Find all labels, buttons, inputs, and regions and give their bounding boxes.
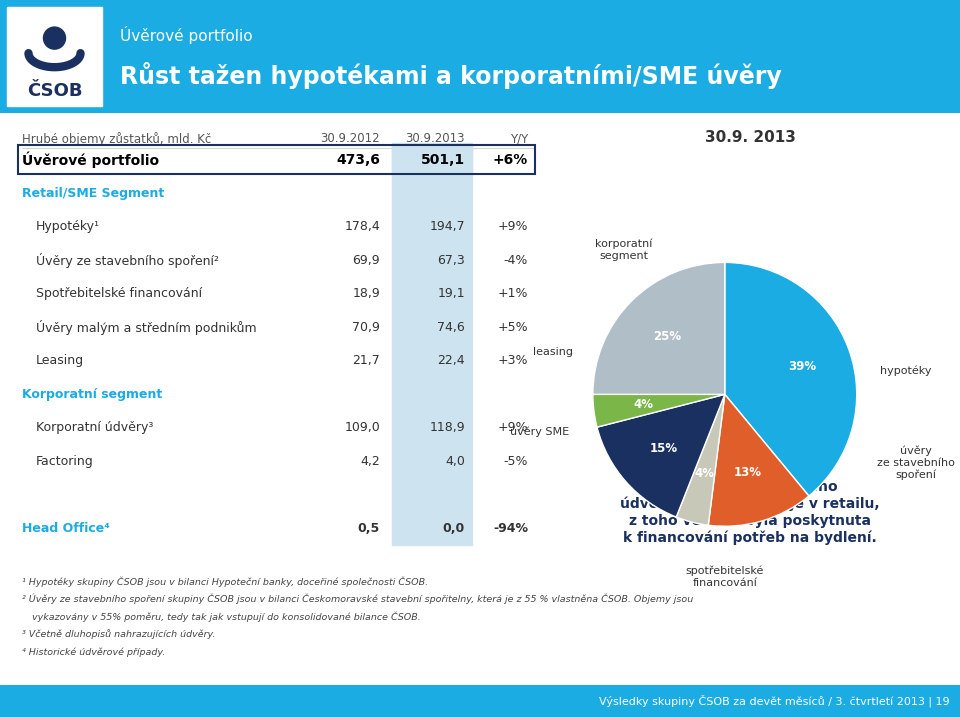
Text: 74,6: 74,6 — [437, 320, 465, 333]
Wedge shape — [725, 262, 856, 496]
Text: Retail/SME Segment: Retail/SME Segment — [22, 186, 164, 199]
Text: Růst tažen hypotékami a korporatními/SME úvěry: Růst tažen hypotékami a korporatními/SME… — [120, 62, 781, 89]
Text: +1%: +1% — [497, 287, 528, 300]
Wedge shape — [593, 394, 725, 427]
Text: 22,4: 22,4 — [438, 354, 465, 367]
Text: 13%: 13% — [733, 466, 761, 480]
Text: 178,4: 178,4 — [345, 220, 380, 233]
Text: korporatní
segment: korporatní segment — [595, 239, 652, 261]
Text: 109,0: 109,0 — [345, 421, 380, 434]
Bar — [392, 145, 472, 174]
Bar — [18, 145, 535, 174]
Text: Výsledky skupiny ČSOB za devět měsíců / 3. čtvrtletí 2013 | 19: Výsledky skupiny ČSOB za devět měsíců / … — [599, 695, 950, 707]
Text: Úvěry malým a středním podnikům: Úvěry malým a středním podnikům — [36, 320, 256, 335]
Text: Úvěry ze stavebního spoření²: Úvěry ze stavebního spoření² — [36, 252, 219, 267]
Text: 25%: 25% — [653, 330, 681, 343]
Text: 39%: 39% — [788, 360, 816, 373]
Bar — [392, 143, 472, 545]
Text: -94%: -94% — [493, 521, 528, 535]
Text: Korporatní segment: Korporatní segment — [22, 388, 162, 401]
Text: Úvěrové portfolio: Úvěrové portfolio — [22, 151, 159, 168]
Text: ČSOB: ČSOB — [27, 82, 83, 100]
Text: 18,9: 18,9 — [352, 287, 380, 300]
Text: 30.9.2012: 30.9.2012 — [321, 133, 380, 146]
Text: +3%: +3% — [497, 354, 528, 367]
Text: 473,6: 473,6 — [336, 153, 380, 166]
Text: 67,3: 67,3 — [437, 254, 465, 267]
Text: 0,5: 0,5 — [358, 521, 380, 535]
Wedge shape — [597, 394, 725, 517]
Text: +6%: +6% — [492, 153, 528, 166]
Text: ¹ Hypotéky skupiny ČSOB jsou v bilanci Hypoteční banky, doceřiné společnosti ČSO: ¹ Hypotéky skupiny ČSOB jsou v bilanci H… — [22, 576, 428, 587]
Text: 0,0: 0,0 — [443, 521, 465, 535]
Wedge shape — [593, 262, 725, 394]
Text: Head Office⁴: Head Office⁴ — [22, 521, 109, 535]
Text: Korporatní údvěry³: Korporatní údvěry³ — [36, 421, 154, 434]
Text: Spotřebitelské financování: Spotřebitelské financování — [36, 287, 203, 300]
Text: 4,2: 4,2 — [360, 455, 380, 467]
Text: +9%: +9% — [497, 421, 528, 434]
Text: ³ Včetně dluhopisů nahrazujících údvěry.: ³ Včetně dluhopisů nahrazujících údvěry. — [22, 630, 215, 640]
Text: spotřebitelské
financování: spotřebitelské financování — [685, 566, 764, 588]
Text: -5%: -5% — [503, 455, 528, 467]
Text: 501,1: 501,1 — [420, 153, 465, 166]
Text: +9%: +9% — [497, 220, 528, 233]
Text: Leasing: Leasing — [36, 354, 84, 367]
Text: Hypotéky¹: Hypotéky¹ — [36, 220, 100, 233]
Text: vykazovány v 55% poměru, tedy tak jak vstupují do konsolidované bilance ČSOB.: vykazovány v 55% poměru, tedy tak jak vs… — [32, 612, 420, 622]
Text: úvěry
ze stavebního
spoření: úvěry ze stavebního spoření — [876, 446, 954, 480]
Text: -4%: -4% — [504, 254, 528, 267]
Text: Y/Y: Y/Y — [510, 133, 528, 146]
Text: 69,9: 69,9 — [352, 254, 380, 267]
Text: +5%: +5% — [497, 320, 528, 333]
Text: ² Úvěry ze stavebního spoření skupiny ČSOB jsou v bilanci Českomoravské stavební: ² Úvěry ze stavebního spoření skupiny ČS… — [22, 594, 693, 604]
Wedge shape — [676, 394, 725, 526]
Text: 30.9.2013: 30.9.2013 — [405, 133, 465, 146]
Text: Téměř 60 % celkového
údvěrového portfolia je v retailu,
z toho většina byla posk: Téměř 60 % celkového údvěrového portfoli… — [620, 480, 879, 544]
Text: hypotéky: hypotéky — [880, 366, 932, 376]
Text: 118,9: 118,9 — [429, 421, 465, 434]
Text: 30.9. 2013: 30.9. 2013 — [705, 130, 796, 146]
Ellipse shape — [43, 27, 65, 49]
Wedge shape — [708, 394, 809, 526]
Text: 194,7: 194,7 — [429, 220, 465, 233]
Text: 70,9: 70,9 — [352, 320, 380, 333]
Text: 21,7: 21,7 — [352, 354, 380, 367]
Text: 4,0: 4,0 — [445, 455, 465, 467]
Bar — [7, 7, 102, 106]
Text: 15%: 15% — [649, 442, 678, 455]
Text: 4%: 4% — [694, 467, 714, 480]
Text: 19,1: 19,1 — [438, 287, 465, 300]
Text: leasing: leasing — [533, 347, 573, 357]
Text: úvěry SME: úvěry SME — [510, 426, 569, 437]
Text: Úvěrové portfolio: Úvěrové portfolio — [120, 26, 252, 44]
Text: 4%: 4% — [634, 398, 654, 411]
Text: ⁴ Historické údvěrové případy.: ⁴ Historické údvěrové případy. — [22, 647, 165, 657]
Text: Factoring: Factoring — [36, 455, 94, 467]
Text: Hrubé objemy zůstatků, mld. Kč: Hrubé objemy zůstatků, mld. Kč — [22, 132, 211, 146]
